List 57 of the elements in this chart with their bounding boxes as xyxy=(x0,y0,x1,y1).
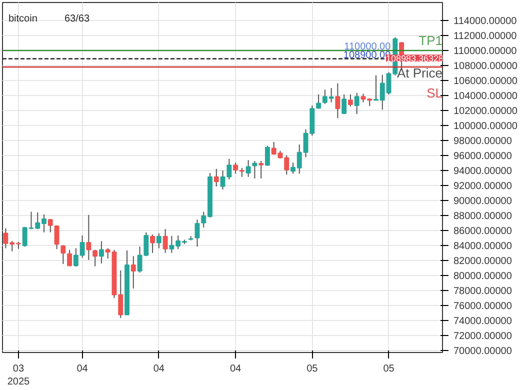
candlestick xyxy=(194,219,200,248)
candlestick xyxy=(264,145,270,166)
candlestick xyxy=(233,162,238,174)
candlestick xyxy=(162,228,168,254)
candlestick xyxy=(252,160,258,179)
y-tick-label: 74000.00000 xyxy=(454,316,512,328)
y-tick-label: 108000.00000 xyxy=(454,61,518,72)
candlestick xyxy=(246,160,251,178)
y-tick-label: 78000.00000 xyxy=(454,286,512,298)
candlestick xyxy=(130,256,136,289)
y-tick-label: 90000.00000 xyxy=(454,196,512,208)
text: bitcoin xyxy=(8,14,38,24)
y-tick-label: 112000.00000 xyxy=(454,31,518,42)
y-tick-label: 86000.00000 xyxy=(454,226,512,238)
ref-line-label: SL xyxy=(426,86,443,101)
y-tick-label: 104000.00000 xyxy=(454,91,518,102)
y-tick-label: 76000.00000 xyxy=(454,301,512,312)
y-tick-label: 98000.00000 xyxy=(454,136,512,148)
y-tick-label: 100000.00000 xyxy=(454,121,518,132)
candlestick xyxy=(150,234,156,254)
candlestick xyxy=(316,94,322,110)
candlestick xyxy=(86,214,92,260)
candlestick xyxy=(92,249,98,267)
candlestick xyxy=(48,218,53,233)
y-tick-label: 102000.00000 xyxy=(454,106,518,118)
y-tick-label: 92000.00000 xyxy=(454,181,512,192)
y-tick-label: 114000.00000 xyxy=(454,16,518,28)
y-tick-label: 94000.00000 xyxy=(454,166,512,178)
x-tick-label: 05 xyxy=(306,364,318,374)
candlestick xyxy=(156,232,162,249)
x-tick-label: 04 xyxy=(153,364,165,374)
x-tick-label: 04 xyxy=(230,364,242,374)
y-tick-label: 70000.00000 xyxy=(454,346,512,358)
ref-line-label: At Price xyxy=(396,65,443,80)
candlestick xyxy=(348,94,353,107)
ref-line-label: TP1 xyxy=(418,33,442,48)
candlestick xyxy=(335,82,340,119)
y-tick-label: 106000.00000 xyxy=(454,76,518,88)
x-tick-label: 04 xyxy=(76,364,88,374)
y-tick-label: 82000.00000 xyxy=(454,256,512,268)
candlestick xyxy=(354,92,360,115)
y-tick-label: 110000.00000 xyxy=(454,46,518,58)
y-tick-label: 84000.00000 xyxy=(454,241,512,252)
x-tick-label: 05 xyxy=(383,364,395,374)
y-tick-label: 96000.00000 xyxy=(454,151,512,162)
y-tick-label: 72000.00000 xyxy=(454,331,512,342)
candlestick xyxy=(342,94,347,115)
y-tick-label: 80000.00000 xyxy=(454,271,512,282)
candlestick xyxy=(214,168,219,187)
candlestick xyxy=(67,249,72,267)
x-tick-label: 03 2025 xyxy=(7,364,30,388)
y-tick-label: 88000.00000 xyxy=(454,211,512,222)
candlestick xyxy=(60,244,66,265)
candlestick xyxy=(54,224,60,250)
candlestick xyxy=(258,160,264,179)
candlestick xyxy=(98,240,104,264)
text: 63/63 xyxy=(64,14,90,24)
